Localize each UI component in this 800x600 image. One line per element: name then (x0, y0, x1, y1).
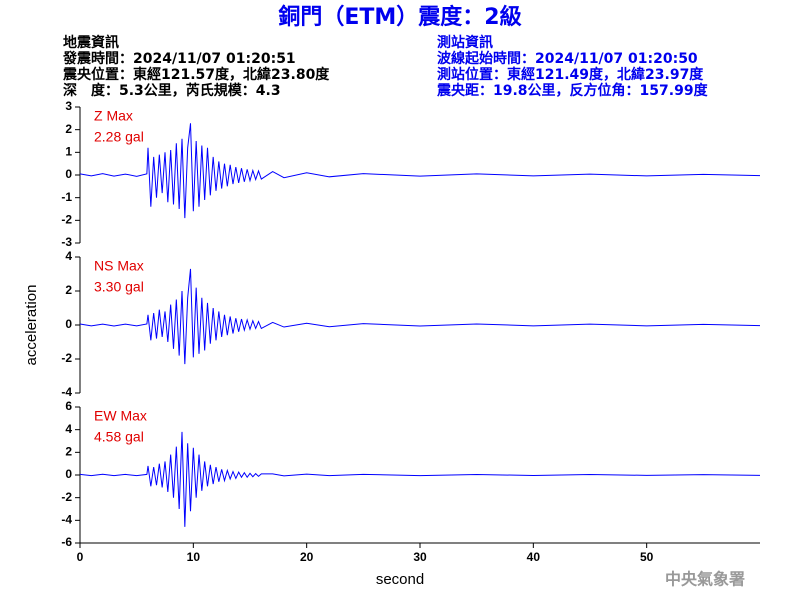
station-heading: 測站資訊 (437, 34, 493, 51)
event-line: 深 度：5.3公里，芮氏規模：4.3 (63, 82, 281, 99)
y-tick-label: -2 (61, 351, 72, 365)
waveform (79, 268, 761, 365)
y-tick-label: 1 (65, 145, 72, 159)
y-tick-label: -3 (61, 235, 72, 249)
x-tick-label: 30 (413, 550, 427, 564)
y-tick-label: 4 (65, 249, 72, 263)
y-tick-label: 0 (65, 467, 72, 481)
station-line: 震央距：19.8公里，反方位角：157.99度 (436, 82, 709, 99)
channel-max: 4.58 gal (94, 429, 144, 445)
waveform (79, 431, 761, 527)
y-tick-label: 2 (65, 283, 72, 297)
event-heading: 地震資訊 (63, 34, 119, 51)
x-tick-label: 50 (640, 550, 654, 564)
y-tick-label: 4 (65, 422, 72, 436)
y-tick-label: -4 (61, 513, 72, 527)
event-line: 震央位置：東經121.57度，北緯23.80度 (62, 66, 330, 83)
y-tick-label: -1 (61, 190, 72, 204)
channel-max: 3.30 gal (94, 279, 144, 295)
event-line: 發震時間：2024/11/07 01:20:51 (62, 50, 296, 67)
channel-max: 2.28 gal (94, 129, 144, 145)
page-title: 銅門（ETM）震度：2級 (278, 4, 521, 30)
x-tick-label: 10 (187, 550, 201, 564)
x-axis-label: second (376, 571, 424, 588)
station-line: 測站位置：東經121.49度，北緯23.97度 (437, 66, 704, 83)
y-tick-label: 6 (65, 399, 72, 413)
y-axis-label: acceleration (23, 285, 40, 366)
channel-title: NS Max (94, 258, 144, 274)
x-tick-label: 0 (77, 550, 84, 564)
station-line: 波線起始時間：2024/11/07 01:20:50 (437, 50, 698, 67)
y-tick-label: 0 (65, 317, 72, 331)
y-tick-label: -6 (61, 535, 72, 549)
waveform (79, 123, 761, 219)
y-tick-label: 3 (65, 99, 72, 113)
x-tick-label: 20 (300, 550, 314, 564)
x-tick-label: 40 (527, 550, 541, 564)
footer-agency: 中央氣象署 (665, 570, 745, 589)
channel-title: Z Max (94, 108, 133, 124)
y-tick-label: -4 (61, 385, 72, 399)
y-tick-label: -2 (61, 490, 72, 504)
y-tick-label: 2 (65, 122, 72, 136)
channel-title: EW Max (94, 408, 147, 424)
y-tick-label: -2 (61, 213, 72, 227)
y-tick-label: 2 (65, 445, 72, 459)
y-tick-label: 0 (65, 167, 72, 181)
